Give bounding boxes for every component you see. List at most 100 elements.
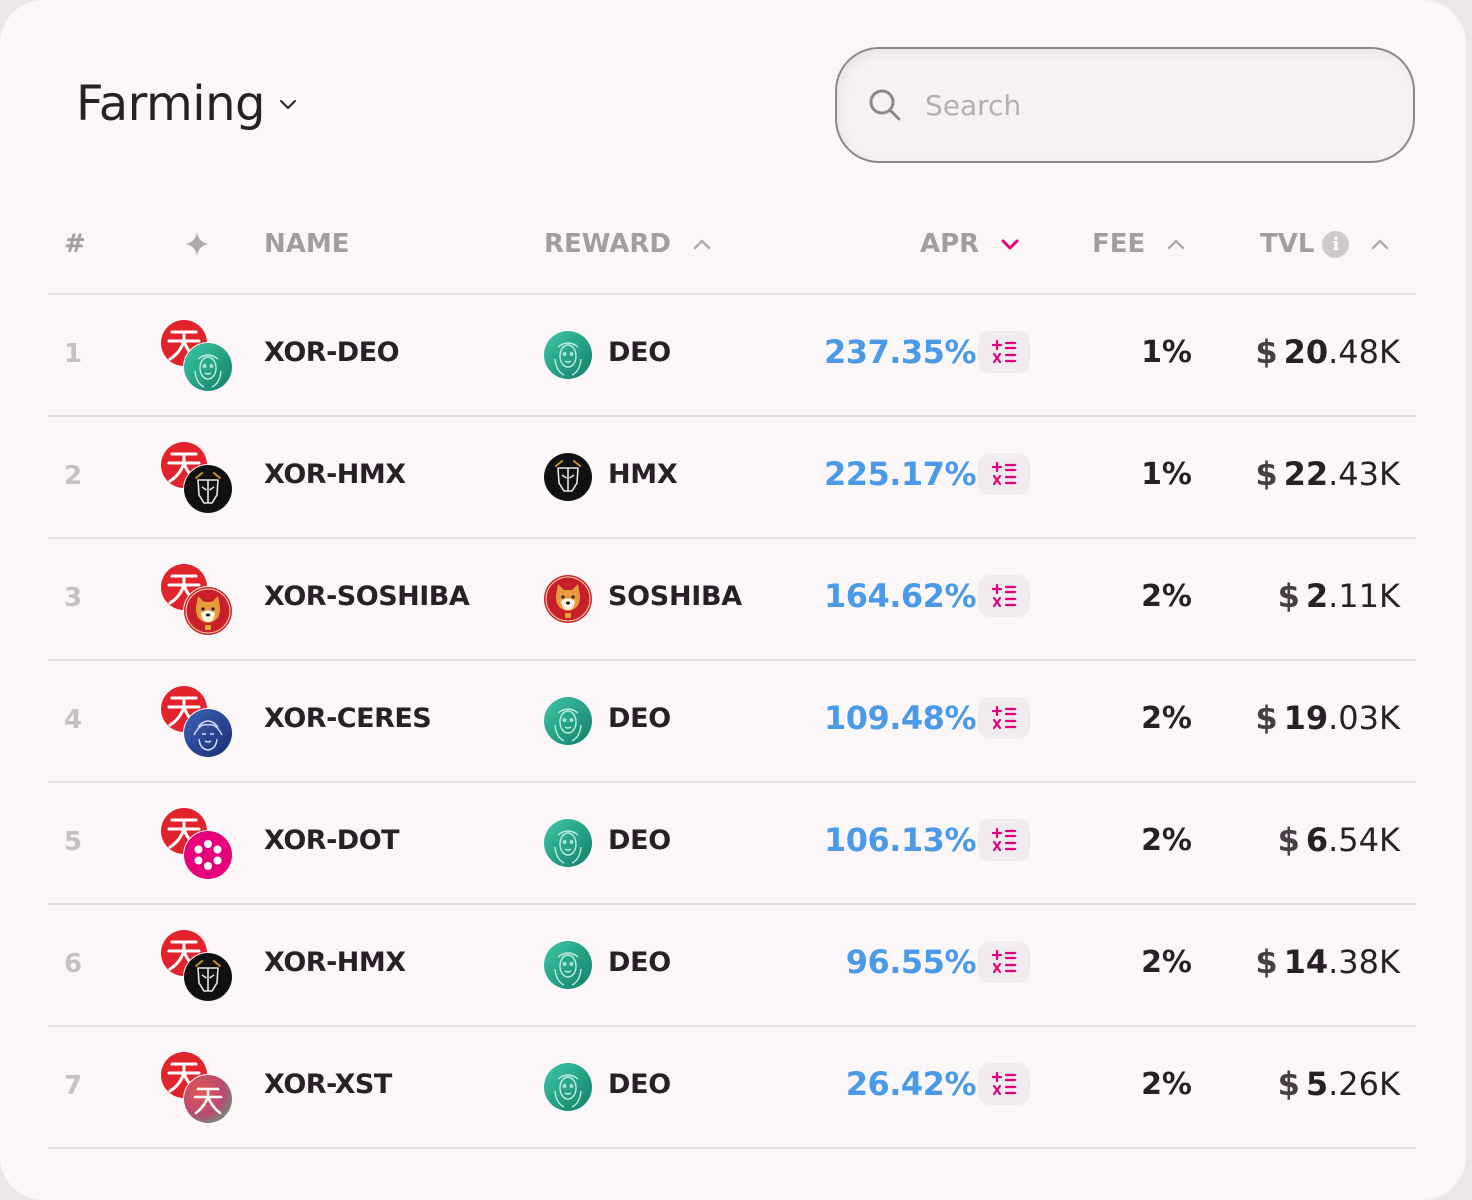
fee-value: 2% — [1141, 1067, 1192, 1102]
farming-dropdown[interactable]: Farming — [76, 76, 299, 132]
hmx-pair-icon — [161, 930, 233, 1002]
pair-name: XOR-XST — [264, 1069, 392, 1100]
apr-value: 106.13% — [823, 821, 977, 859]
table-row[interactable]: 1 XOR-DEO — [48, 295, 1416, 417]
apr-header[interactable]: APR — [920, 229, 1021, 259]
apr-value: 109.48% — [823, 699, 977, 737]
pair-name: XOR-HMX — [264, 947, 406, 978]
tvl-decimal: .54K — [1328, 821, 1400, 859]
tvl-decimal: .11K — [1328, 577, 1400, 615]
tvl-header-label: TVL — [1260, 229, 1315, 259]
tvl-integer: 19 — [1283, 699, 1329, 737]
table-row[interactable]: 5 XOR-DOT DEO 106.13% — [48, 783, 1416, 905]
deo-icon — [544, 941, 592, 989]
table-row[interactable]: 2 XOR-HMX HMX 225.17% — [48, 417, 1416, 539]
calculator-icon — [991, 827, 1017, 852]
deo-icon — [544, 819, 592, 867]
fee-value: 2% — [1141, 945, 1192, 980]
reward-name: DEO — [608, 947, 671, 978]
search-icon — [869, 89, 901, 121]
fee-value: 2% — [1141, 701, 1192, 736]
row-index: 5 — [64, 827, 83, 857]
table-row[interactable]: 4 XOR-CERES — [48, 661, 1416, 783]
index-header: # — [64, 229, 86, 259]
pair-name: XOR-SOSHIBA — [264, 581, 470, 612]
calculator-button[interactable] — [978, 575, 1030, 617]
table-row[interactable]: 7 XOR-XST — [48, 1027, 1416, 1149]
hmx-icon — [544, 453, 592, 501]
search-box[interactable] — [835, 47, 1415, 163]
deo-pair-icon — [161, 320, 233, 392]
row-index: 2 — [64, 461, 83, 491]
fee-value: 1% — [1141, 457, 1192, 492]
reward-header-label: REWARD — [544, 229, 672, 259]
calculator-button[interactable] — [978, 331, 1030, 373]
apr-value: 225.17% — [823, 455, 977, 493]
fee-header-label: FEE — [1092, 229, 1146, 259]
tvl-value: $ 19 .03K — [1255, 699, 1400, 737]
tvl-currency: $ — [1255, 333, 1278, 371]
row-index: 4 — [64, 705, 83, 735]
calculator-icon — [991, 583, 1017, 608]
deo-icon — [544, 1063, 592, 1111]
row-index: 7 — [64, 1071, 83, 1101]
pair-name: XOR-DEO — [264, 337, 400, 368]
info-icon[interactable]: i — [1322, 230, 1350, 258]
search-input[interactable] — [923, 87, 1387, 123]
apr-value: 164.62% — [823, 577, 977, 615]
dot-pair-icon — [161, 808, 233, 880]
tvl-value: $ 20 .48K — [1255, 333, 1400, 371]
apr-value: 237.35% — [823, 333, 977, 371]
tvl-value: $ 5 .26K — [1278, 1065, 1400, 1103]
fee-value: 2% — [1141, 579, 1192, 614]
deo-icon — [544, 697, 592, 745]
calculator-icon — [991, 1071, 1017, 1096]
row-index: 6 — [64, 949, 83, 979]
tvl-decimal: .26K — [1328, 1065, 1400, 1103]
name-header: NAME — [264, 229, 350, 259]
table-row[interactable]: 3 XOR-SOSHIBA SOSHIBA 164.62% — [48, 539, 1416, 661]
tvl-decimal: .38K — [1328, 943, 1400, 981]
table-row[interactable]: 6 XOR-HMX DEO — [48, 905, 1416, 1027]
apr-value: 96.55% — [845, 943, 977, 981]
tvl-decimal: .48K — [1328, 333, 1400, 371]
apr-header-label: APR — [920, 229, 980, 259]
tvl-integer: 14 — [1283, 943, 1329, 981]
calculator-icon — [991, 705, 1017, 730]
apr-value: 26.42% — [845, 1065, 977, 1103]
reward-header[interactable]: REWARD — [544, 229, 713, 259]
index-header-label: # — [64, 229, 86, 259]
row-index: 3 — [64, 583, 83, 613]
calculator-icon — [991, 949, 1017, 974]
chevron-down-icon — [1001, 239, 1019, 250]
reward-name: DEO — [608, 1069, 671, 1100]
calculator-button[interactable] — [978, 941, 1030, 983]
tvl-integer: 2 — [1305, 577, 1329, 615]
reward-name: DEO — [608, 703, 671, 734]
fee-header[interactable]: FEE — [1092, 229, 1187, 259]
tvl-currency: $ — [1255, 699, 1278, 737]
favorite-header[interactable] — [184, 231, 210, 257]
tvl-value: $ 14 .38K — [1255, 943, 1400, 981]
chevron-up-icon — [1372, 239, 1389, 250]
pair-name: XOR-DOT — [264, 825, 400, 856]
calculator-button[interactable] — [978, 453, 1030, 495]
calculator-button[interactable] — [978, 697, 1030, 739]
reward-name: DEO — [608, 825, 671, 856]
xst-pair-icon — [161, 1052, 233, 1124]
chevron-down-icon — [280, 100, 296, 109]
calculator-button[interactable] — [978, 819, 1030, 861]
tvl-value: $ 2 .11K — [1278, 577, 1400, 615]
tvl-currency: $ — [1277, 577, 1300, 615]
page-title: Farming — [76, 76, 266, 132]
calculator-icon — [991, 461, 1017, 486]
calculator-button[interactable] — [978, 1063, 1030, 1105]
tvl-decimal: .43K — [1328, 455, 1400, 493]
pair-name: XOR-HMX — [264, 459, 406, 490]
tvl-integer: 22 — [1283, 455, 1329, 493]
tvl-currency: $ — [1277, 821, 1300, 859]
tvl-currency: $ — [1255, 943, 1278, 981]
tvl-value: $ 22 .43K — [1255, 455, 1400, 493]
tvl-header[interactable]: TVL i — [1260, 229, 1391, 259]
ceres-pair-icon — [161, 686, 233, 758]
